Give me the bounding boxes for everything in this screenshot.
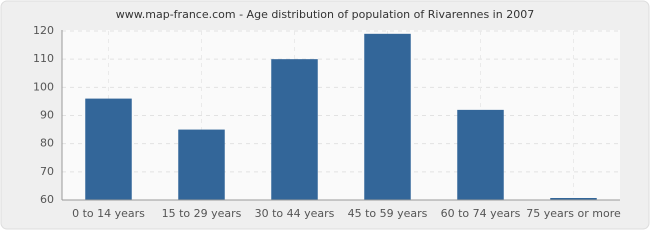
bar [85,98,132,200]
chart-title: www.map-france.com - Age distribution of… [116,8,534,21]
bar [271,59,318,200]
bar [457,109,504,200]
y-tick-label: 80 [40,137,54,150]
y-tick-label: 60 [40,193,54,206]
x-tick-label: 30 to 44 years [255,207,335,220]
x-tick-label: 45 to 59 years [348,207,428,220]
bar [178,129,225,200]
chart: www.map-france.com - Age distribution of… [0,0,650,230]
bar [364,33,411,200]
x-tick-label: 60 to 74 years [441,207,521,220]
x-tick-label: 0 to 14 years [72,207,145,220]
y-tick-label: 120 [33,24,54,37]
y-tick-label: 70 [40,165,54,178]
y-tick-label: 110 [33,52,54,65]
y-tick-label: 100 [33,80,54,93]
x-tick-label: 15 to 29 years [162,207,242,220]
x-tick-label: 75 years or more [526,207,621,220]
y-tick-label: 90 [40,109,54,122]
bar [550,198,597,200]
